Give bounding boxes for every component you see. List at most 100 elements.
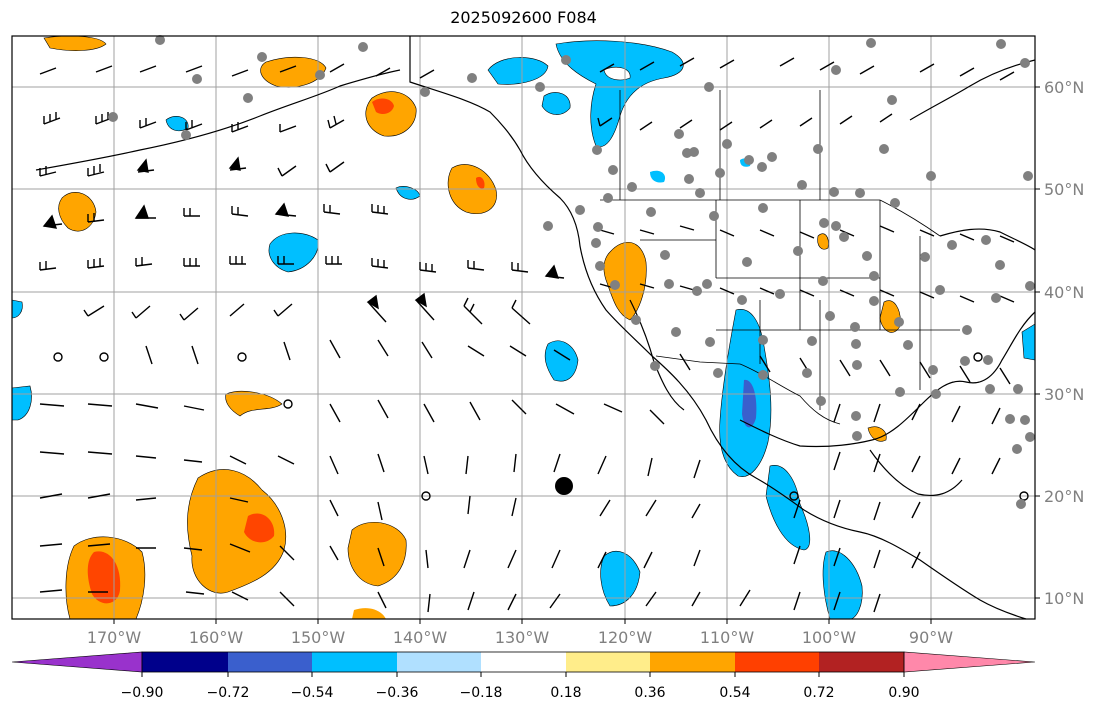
lon-label: 100°W — [802, 628, 857, 647]
wind-barb — [229, 256, 246, 265]
wind-barb — [87, 258, 105, 269]
wind-barb — [95, 112, 113, 125]
negative-anomaly-bc — [541, 92, 571, 115]
pacific-coastline — [409, 36, 1027, 620]
wind-barb — [145, 339, 571, 365]
lon-label: 130°W — [495, 628, 550, 647]
calm-circles — [53, 352, 1029, 501]
strong-anomaly-central-pacific — [244, 513, 275, 543]
colorbar-segment — [819, 652, 904, 672]
positive-anomaly-west-pacific — [58, 192, 97, 232]
positive-anomaly-east-tropics — [347, 522, 407, 587]
colorbar-extend-low — [11, 651, 143, 673]
map-background — [12, 36, 1035, 619]
lat-label: 60°N — [1044, 78, 1084, 97]
wind-barb — [131, 305, 151, 319]
wind-barb — [793, 499, 921, 613]
state-lines — [640, 200, 960, 331]
positive-anomaly-central-pacific-2 — [187, 469, 287, 594]
wind-barb — [371, 204, 389, 215]
colorbar-segment — [228, 652, 312, 672]
wind-barb — [599, 283, 1015, 303]
state-lines-2 — [759, 236, 921, 410]
wind-barb — [679, 353, 1011, 385]
wind-barb — [415, 299, 435, 321]
wind-barb — [467, 260, 485, 271]
wind-barb — [179, 307, 199, 321]
colorbar-label: 0.18 — [550, 685, 581, 701]
longitude-labels: 170°W 160°W 150°W 140°W 130°W 120°W 110°… — [87, 628, 953, 647]
wind-barb — [229, 303, 245, 317]
station-dots — [108, 35, 1035, 509]
wind-barb — [279, 124, 297, 133]
colorbar-label: 0.72 — [803, 685, 834, 701]
wind-barb — [371, 258, 389, 269]
lon-label: 120°W — [598, 628, 653, 647]
us-canada-border-east — [879, 199, 941, 237]
positive-anomaly-plains — [817, 233, 829, 250]
strong-anomaly-west-tropics — [87, 551, 121, 604]
wind-barb — [39, 63, 435, 79]
wind-barb — [367, 301, 387, 323]
wind-barb — [39, 166, 57, 177]
wind-barb — [277, 165, 297, 177]
lat-label: 30°N — [1044, 385, 1084, 404]
lat-label: 20°N — [1044, 487, 1084, 506]
strong-anomaly-gulf-alaska — [372, 98, 394, 114]
wind-barb — [87, 213, 105, 223]
colorbar-segment — [481, 652, 566, 672]
wind-barb — [325, 256, 342, 265]
colorbar-extend-high — [903, 651, 1036, 673]
colorbar-label: −0.54 — [291, 685, 334, 701]
us-mexico-border — [655, 355, 841, 425]
colorbar-label: 0.90 — [888, 685, 919, 701]
wind-barb — [273, 303, 293, 317]
yucatan-coast — [869, 449, 963, 497]
wind-barb — [39, 493, 701, 521]
wind-barb — [597, 113, 893, 131]
positive-anomaly-gulf — [867, 426, 887, 442]
colorbar-segment — [735, 652, 819, 672]
wind-barb — [137, 169, 155, 173]
lon-label: 140°W — [393, 628, 448, 647]
lon-label: 160°W — [189, 628, 244, 647]
gulf-coast — [739, 311, 1036, 448]
wind-barb — [83, 305, 105, 317]
strong-anomaly-ne-pacific — [476, 176, 485, 189]
colorbar-label: −0.72 — [207, 685, 250, 701]
map-content — [11, 35, 1036, 620]
lon-label: 90°W — [909, 628, 953, 647]
axis-ticks — [113, 86, 1040, 624]
wind-barb — [323, 204, 341, 215]
negative-anomaly-pacific-1 — [268, 232, 319, 273]
positive-anomaly-alaska — [260, 56, 327, 88]
wind-barb — [183, 208, 200, 217]
wind-barb — [599, 57, 1015, 81]
wind-barb — [511, 262, 529, 273]
colorbar-segment — [650, 652, 735, 672]
wind-barb — [135, 257, 153, 267]
tropical-center-marker — [555, 477, 573, 495]
wind-barb — [43, 112, 61, 125]
lon-label: 150°W — [291, 628, 346, 647]
lat-label: 40°N — [1044, 283, 1084, 302]
colorbar-label: 0.54 — [719, 685, 750, 701]
wind-barb — [87, 164, 105, 177]
wind-barb — [139, 118, 157, 129]
colorbar-segment — [312, 652, 397, 672]
colorbar-outline — [141, 651, 905, 673]
colorbar-label: 0.36 — [634, 685, 665, 701]
strong-anomaly-sierra-madre — [742, 379, 757, 428]
wind-barb — [275, 213, 297, 217]
wind-barb-flag — [366, 294, 379, 310]
wind-barb — [231, 122, 249, 133]
wind-barb — [325, 161, 345, 173]
negative-anomaly-aleutian — [165, 116, 189, 132]
map-title: 2025092600 F084 — [450, 8, 597, 27]
wind-barb — [183, 258, 200, 267]
colorbar-segment — [566, 652, 650, 672]
colorbar-label: −0.36 — [376, 685, 419, 701]
wind-barb — [327, 115, 345, 129]
negative-anomaly-small-2 — [650, 170, 666, 183]
